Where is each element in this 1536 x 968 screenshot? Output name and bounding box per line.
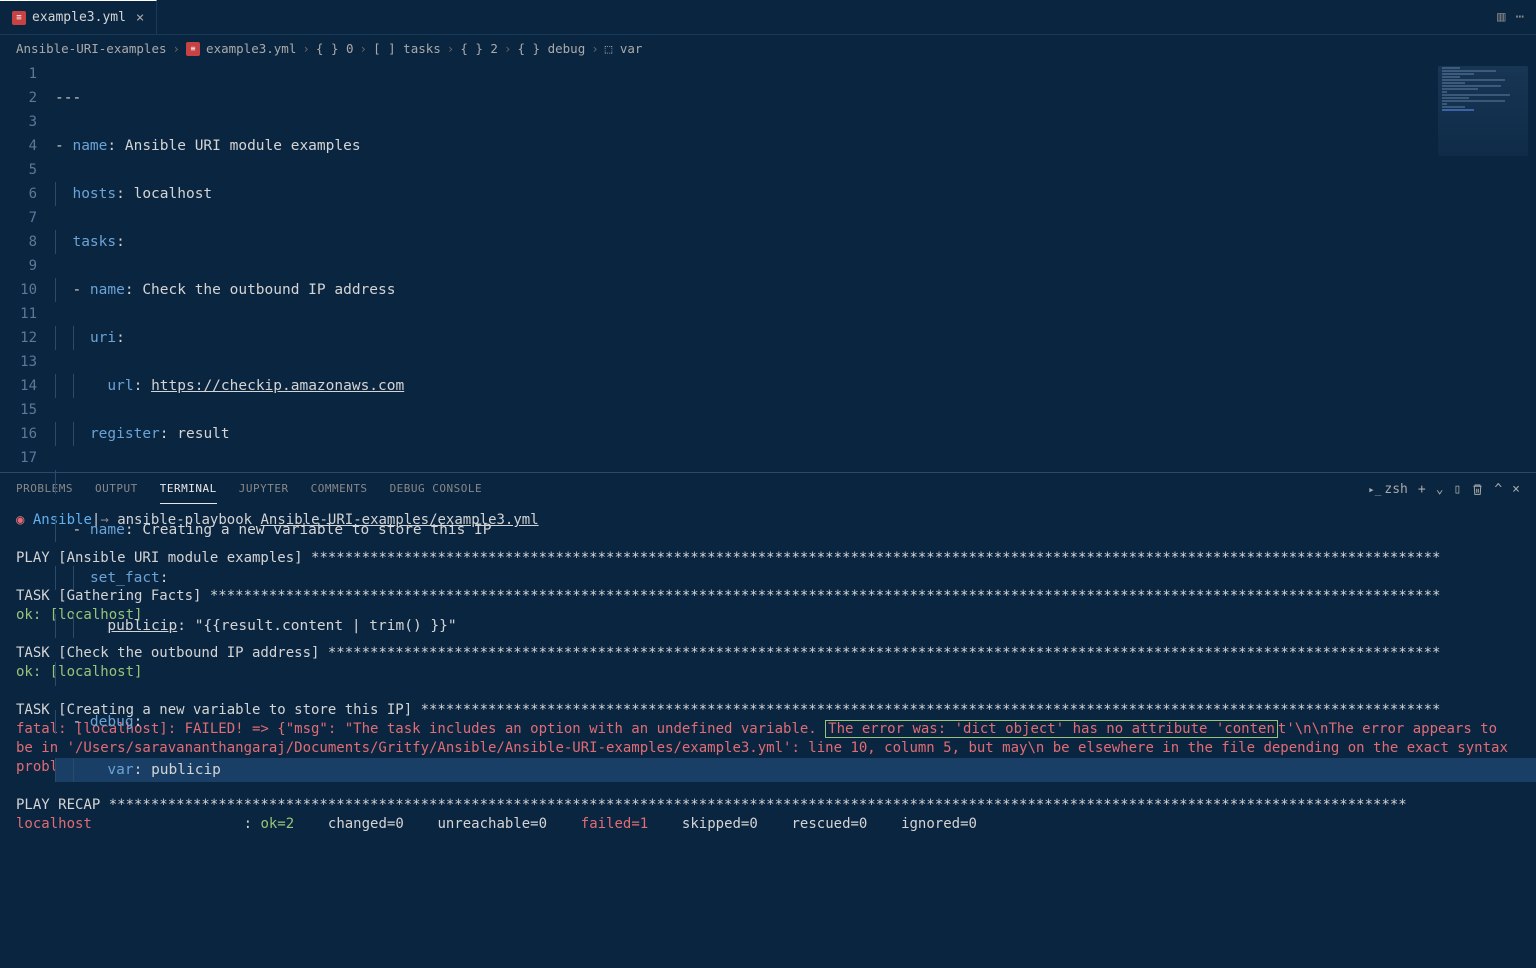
tab-bar: ≡ example3.yml × ▥ ⋯ <box>0 0 1536 35</box>
line-gutter: 1234567891011121314151617 <box>0 62 55 472</box>
tab-group: ≡ example3.yml × <box>0 0 157 34</box>
code-line[interactable]: url: https://checkip.amazonaws.com <box>55 374 1536 398</box>
editor-body[interactable]: 1234567891011121314151617 --- - name: An… <box>0 62 1536 472</box>
tab-filename: example3.yml <box>32 10 126 25</box>
breadcrumb-node-2[interactable]: { } 2 <box>460 41 498 56</box>
tab-example3[interactable]: ≡ example3.yml × <box>0 0 157 34</box>
breadcrumb-sep: › <box>447 41 455 56</box>
code-line[interactable] <box>55 806 1536 830</box>
breadcrumb-sep: › <box>360 41 368 56</box>
breadcrumb-sep: › <box>591 41 599 56</box>
more-actions-icon[interactable]: ⋯ <box>1516 9 1524 25</box>
split-editor-icon[interactable]: ▥ <box>1497 9 1505 25</box>
code-line[interactable]: set_fact: <box>55 566 1536 590</box>
code-line[interactable]: register: result <box>55 422 1536 446</box>
code-line[interactable]: - name: Creating a new variable to store… <box>55 518 1536 542</box>
breadcrumb-sep: › <box>302 41 310 56</box>
yaml-file-icon: ≡ <box>12 11 26 25</box>
breadcrumb-folder[interactable]: Ansible-URI-examples <box>16 41 167 56</box>
code-line[interactable]: - name: Check the outbound IP address <box>55 278 1536 302</box>
task1-name: Check the outbound IP address <box>142 282 395 298</box>
url-value: https://checkip.amazonaws.com <box>151 378 404 394</box>
code-line[interactable]: tasks: <box>55 230 1536 254</box>
hosts-value: localhost <box>134 186 213 202</box>
code-line[interactable] <box>55 470 1536 494</box>
breadcrumb-node-var[interactable]: ⬚ var <box>605 41 643 56</box>
minimap[interactable] <box>1438 66 1528 156</box>
code-line[interactable]: hosts: localhost <box>55 182 1536 206</box>
breadcrumb-file[interactable]: example3.yml <box>206 41 296 56</box>
code-line[interactable]: - debug: <box>55 710 1536 734</box>
code-line-active[interactable]: var: publicip <box>55 758 1536 782</box>
publicip-value: "{{result.content | trim() }}" <box>195 618 457 634</box>
register-value: result <box>177 426 229 442</box>
breadcrumb[interactable]: Ansible-URI-examples › ≡ example3.yml › … <box>0 35 1536 62</box>
breadcrumb-sep: › <box>504 41 512 56</box>
breadcrumb-node-tasks[interactable]: [ ] tasks <box>373 41 441 56</box>
var-value: publicip <box>151 762 221 778</box>
breadcrumb-node-debug[interactable]: { } debug <box>518 41 586 56</box>
code-line[interactable]: publicip: "{{result.content | trim() }}" <box>55 614 1536 638</box>
prompt-status-icon: ◉ <box>16 512 24 528</box>
code-line[interactable]: --- <box>55 86 1536 110</box>
code-line[interactable]: uri: <box>55 326 1536 350</box>
code-line[interactable] <box>55 662 1536 686</box>
tab-close-icon[interactable]: × <box>136 10 144 26</box>
editor-root: ≡ example3.yml × ▥ ⋯ Ansible-URI-example… <box>0 0 1536 968</box>
yaml-file-icon: ≡ <box>186 42 200 56</box>
breadcrumb-node-0[interactable]: { } 0 <box>316 41 354 56</box>
code-line[interactable] <box>55 854 1536 878</box>
code-line[interactable]: - name: Ansible URI module examples <box>55 134 1536 158</box>
task2-name: Creating a new variable to store this IP <box>142 522 491 538</box>
tab-actions: ▥ ⋯ <box>1497 9 1536 25</box>
code-area[interactable]: --- - name: Ansible URI module examples … <box>55 62 1536 472</box>
play-name: Ansible URI module examples <box>125 138 361 154</box>
breadcrumb-sep: › <box>173 41 181 56</box>
